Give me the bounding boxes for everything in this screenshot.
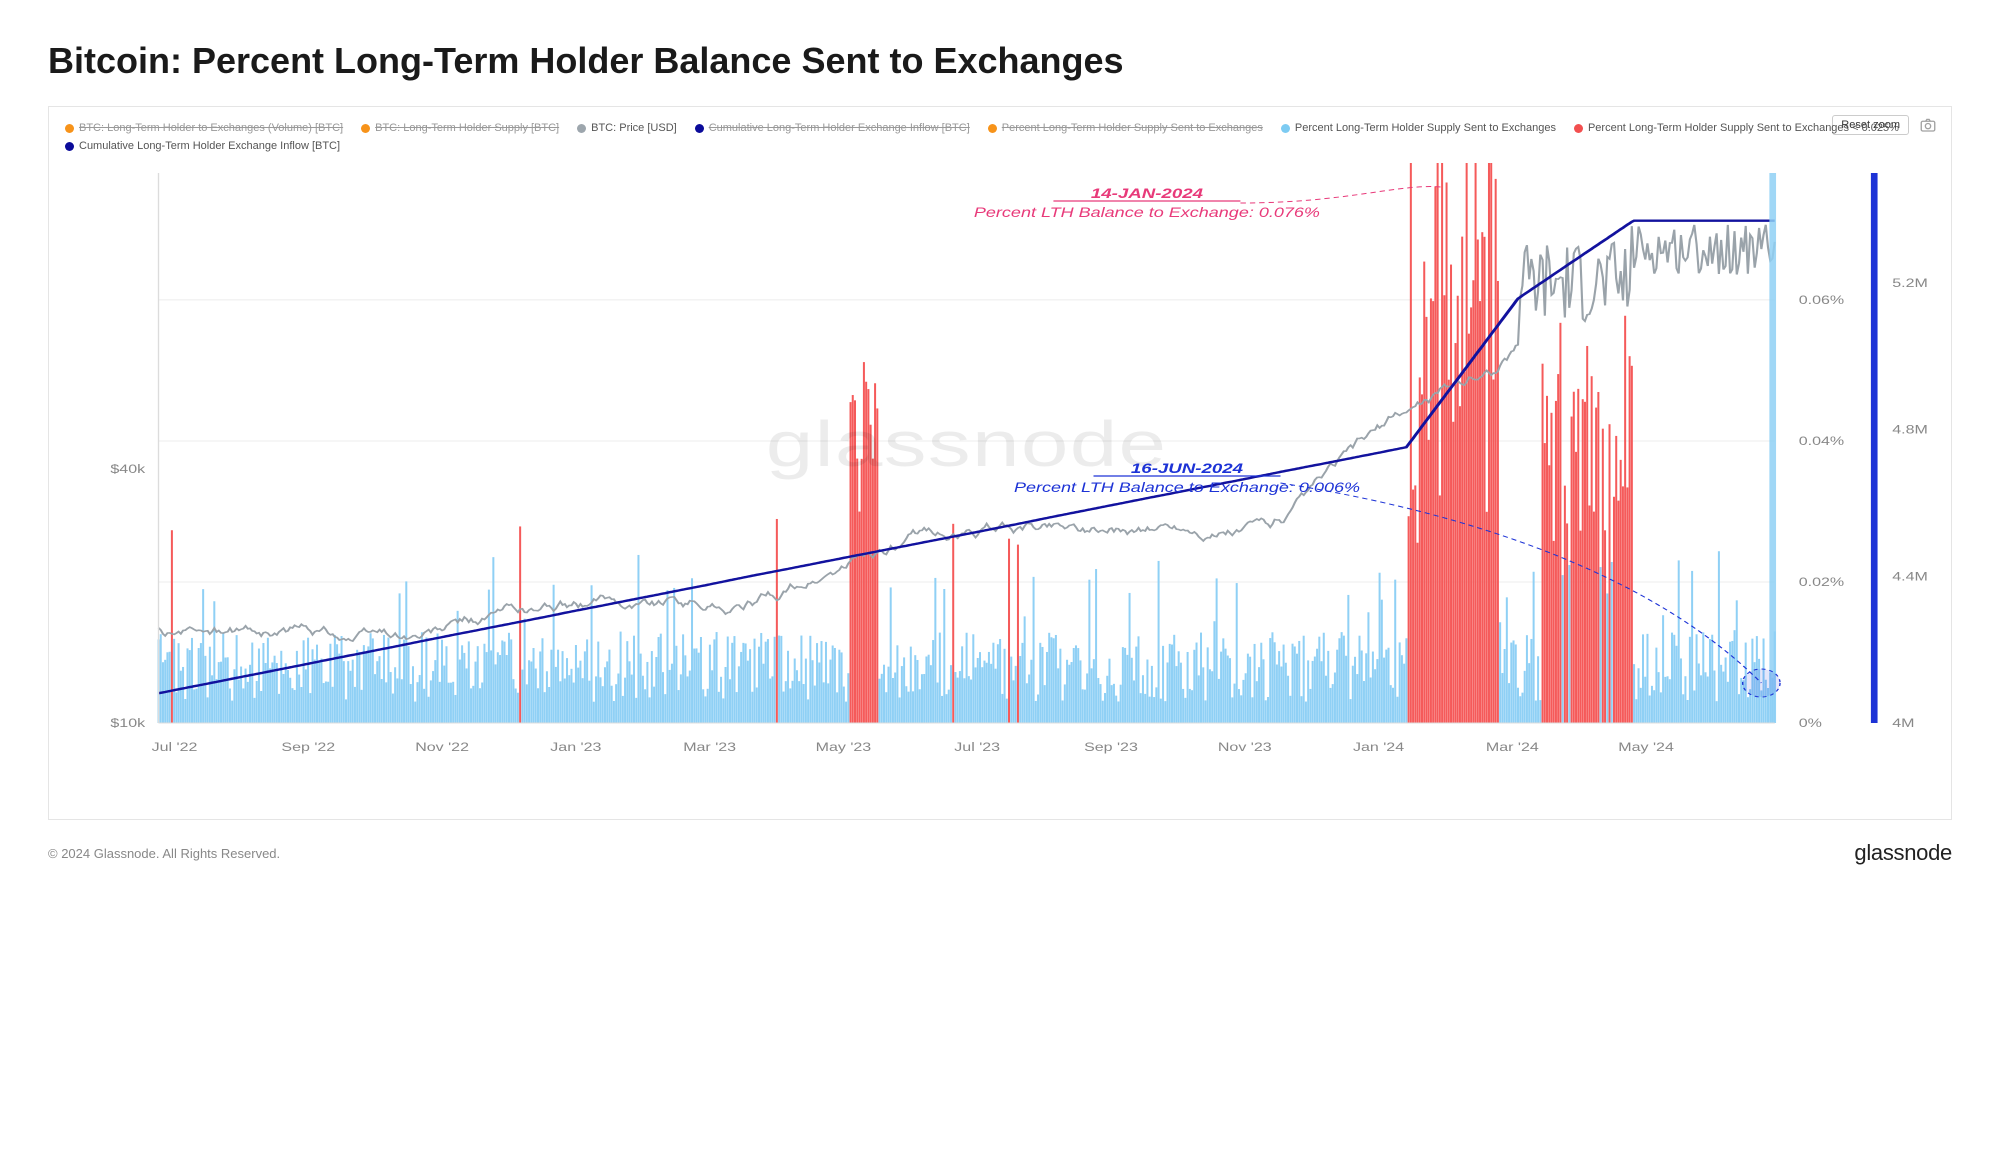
chart-legend: BTC: Long-Term Holder to Exchanges (Volu…	[65, 119, 1935, 155]
legend-item[interactable]: Cumulative Long-Term Holder Exchange Inf…	[695, 119, 970, 137]
svg-text:5.2M: 5.2M	[1892, 276, 1928, 290]
svg-text:Jul '22: Jul '22	[152, 740, 198, 754]
legend-label: BTC: Long-Term Holder to Exchanges (Volu…	[79, 119, 343, 137]
legend-label: Percent Long-Term Holder Supply Sent to …	[1002, 119, 1263, 137]
legend-swatch	[988, 124, 997, 133]
legend-label: BTC: Price [USD]	[591, 119, 677, 137]
brand-logo: glassnode	[1854, 840, 1952, 866]
legend-swatch	[1281, 124, 1290, 133]
svg-text:Jan '24: Jan '24	[1353, 740, 1404, 754]
svg-text:$10k: $10k	[110, 716, 146, 730]
legend-swatch	[1574, 124, 1583, 133]
svg-text:Nov '23: Nov '23	[1218, 740, 1272, 754]
svg-text:4M: 4M	[1892, 716, 1914, 730]
legend-item[interactable]: Cumulative Long-Term Holder Exchange Inf…	[65, 137, 340, 155]
legend-item[interactable]: Percent Long-Term Holder Supply Sent to …	[1281, 119, 1556, 137]
legend-item[interactable]: Percent Long-Term Holder Supply Sent to …	[1574, 119, 1899, 137]
svg-text:14-JAN-2024: 14-JAN-2024	[1091, 186, 1203, 201]
legend-swatch	[695, 124, 704, 133]
chart-title: Bitcoin: Percent Long-Term Holder Balanc…	[48, 40, 1952, 82]
legend-label: Cumulative Long-Term Holder Exchange Inf…	[79, 137, 340, 155]
legend-swatch	[577, 124, 586, 133]
svg-text:0%: 0%	[1799, 716, 1823, 730]
legend-label: Percent Long-Term Holder Supply Sent to …	[1588, 119, 1899, 137]
legend-swatch	[361, 124, 370, 133]
svg-text:Mar '23: Mar '23	[683, 740, 736, 754]
svg-text:Jul '23: Jul '23	[954, 740, 1000, 754]
svg-text:4.4M: 4.4M	[1892, 569, 1928, 583]
svg-text:Percent LTH Balance to Exchang: Percent LTH Balance to Exchange: 0.076%	[974, 206, 1320, 220]
legend-item[interactable]: Percent Long-Term Holder Supply Sent to …	[988, 119, 1263, 137]
legend-swatch	[65, 124, 74, 133]
svg-text:Jan '23: Jan '23	[550, 740, 601, 754]
legend-label: Cumulative Long-Term Holder Exchange Inf…	[709, 119, 970, 137]
svg-text:Sep '22: Sep '22	[281, 740, 335, 754]
svg-text:May '23: May '23	[816, 740, 872, 754]
svg-text:0.06%: 0.06%	[1799, 293, 1845, 307]
svg-text:16-JUN-2024: 16-JUN-2024	[1131, 461, 1243, 476]
chart-plot-area: glassnode $40k $10k 0% 0.02% 0.04% 0.06% 4M 4.4M…	[65, 163, 1935, 803]
svg-text:0.04%: 0.04%	[1799, 434, 1845, 448]
svg-text:0.02%: 0.02%	[1799, 575, 1845, 589]
footer: © 2024 Glassnode. All Rights Reserved. g…	[48, 840, 1952, 866]
legend-item[interactable]: BTC: Long-Term Holder to Exchanges (Volu…	[65, 119, 343, 137]
svg-text:4.8M: 4.8M	[1892, 423, 1928, 437]
legend-label: BTC: Long-Term Holder Supply [BTC]	[375, 119, 559, 137]
legend-label: Percent Long-Term Holder Supply Sent to …	[1295, 119, 1556, 137]
svg-text:Sep '23: Sep '23	[1084, 740, 1138, 754]
legend-swatch	[65, 142, 74, 151]
svg-text:Nov '22: Nov '22	[415, 740, 469, 754]
svg-text:$40k: $40k	[110, 462, 146, 476]
copyright-text: © 2024 Glassnode. All Rights Reserved.	[48, 846, 280, 861]
svg-text:May '24: May '24	[1618, 740, 1674, 754]
svg-text:Percent LTH Balance to Exchang: Percent LTH Balance to Exchange: 0.006%	[1014, 481, 1360, 495]
legend-item[interactable]: BTC: Price [USD]	[577, 119, 677, 137]
chart-svg: glassnode $40k $10k 0% 0.02% 0.04% 0.06% 4M 4.4M…	[65, 163, 1935, 803]
legend-item[interactable]: BTC: Long-Term Holder Supply [BTC]	[361, 119, 559, 137]
svg-text:Mar '24: Mar '24	[1486, 740, 1539, 754]
chart-container: Reset zoom BTC: Long-Term Holder to Exch…	[48, 106, 1952, 820]
svg-text:glassnode: glassnode	[766, 409, 1168, 480]
